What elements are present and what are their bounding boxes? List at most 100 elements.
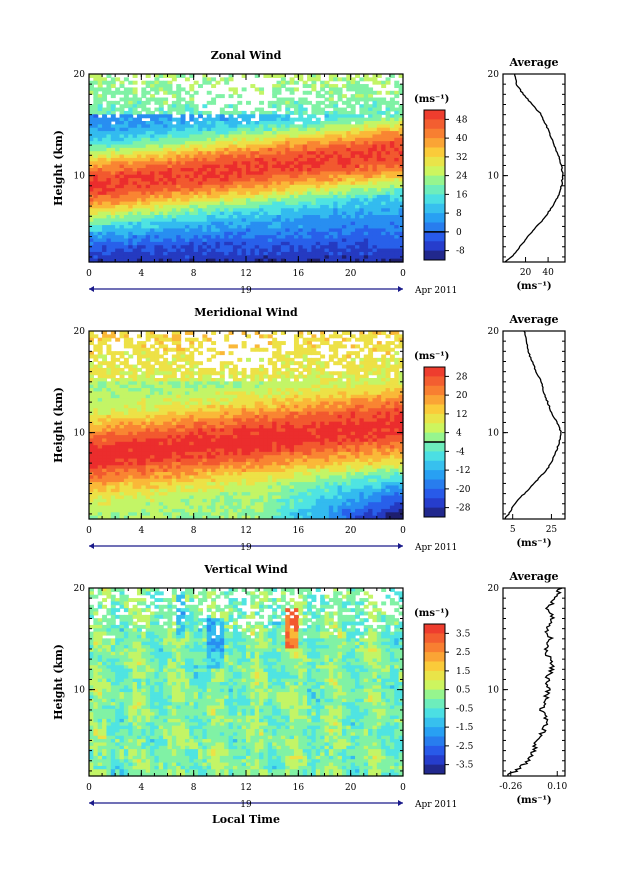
profile-line xyxy=(507,587,563,777)
y-axis-label: Height (km) xyxy=(52,387,65,463)
colorbar-tick-label: 28 xyxy=(456,372,468,382)
colorbar-band xyxy=(424,175,445,186)
x-tick-label: 20 xyxy=(345,269,357,279)
colorbar-tick-label: -12 xyxy=(456,466,471,476)
date-label: 19 xyxy=(240,286,252,296)
x-tick-label: 0 xyxy=(86,526,92,536)
x-tick-label: 16 xyxy=(293,783,305,793)
x-tick-label: 12 xyxy=(240,526,251,536)
average-profile: Average 10 20 -0.26 0.10 (ms⁻¹) xyxy=(488,570,568,806)
x-tick-label: 0 xyxy=(400,269,406,279)
colorbar-tick-label: 4 xyxy=(456,429,462,439)
colorbar-tick-label: 32 xyxy=(456,153,467,163)
colorbar-band xyxy=(424,442,445,452)
colorbar-band xyxy=(424,755,445,766)
colorbar-unit: (ms⁻¹) xyxy=(414,94,449,105)
colorbar-tick-label: 12 xyxy=(456,410,467,420)
colorbar-band xyxy=(424,376,445,387)
profile-title: Average xyxy=(508,313,558,326)
x-tick-label: 4 xyxy=(138,269,144,279)
heatmap-cells xyxy=(89,74,404,263)
colorbar-band xyxy=(424,241,445,252)
colorbar-band xyxy=(424,156,445,167)
colorbar-band xyxy=(424,119,445,130)
x-tick-label: 16 xyxy=(293,526,305,536)
y-tick-label: 20 xyxy=(74,584,86,594)
profile-line xyxy=(504,330,562,520)
x-tick-label: 4 xyxy=(138,783,144,793)
profile-x-tick-label: 40 xyxy=(542,268,554,278)
y-axis-label: Height (km) xyxy=(52,130,65,206)
profile-y-tick-label: 20 xyxy=(488,584,500,594)
colorbar-band xyxy=(424,250,445,261)
colorbar-band xyxy=(424,764,445,775)
colorbar-unit: (ms⁻¹) xyxy=(414,608,449,619)
x-tick-label: 0 xyxy=(86,269,92,279)
colorbar-band xyxy=(424,110,445,120)
colorbar-band xyxy=(424,395,445,405)
profile-y-tick-label: 20 xyxy=(488,327,500,337)
date-bar-start-arrow xyxy=(89,800,94,806)
date-bar-start-arrow xyxy=(89,286,94,292)
colorbar-band xyxy=(424,423,445,434)
colorbar-band xyxy=(424,451,445,462)
colorbar-band xyxy=(424,633,445,644)
profile-x-unit: (ms⁻¹) xyxy=(516,795,551,806)
colorbar-tick-label: 0.5 xyxy=(456,686,471,696)
profile-y-tick-label: 10 xyxy=(488,686,500,696)
average-profile: Average 10 20 5 25 (ms⁻¹) xyxy=(488,313,566,549)
average-profile: Average 10 20 20 40 (ms⁻¹) xyxy=(488,56,566,292)
chart-title: Meridional Wind xyxy=(194,306,298,319)
profile-title: Average xyxy=(508,570,558,583)
date-label: 19 xyxy=(240,800,252,810)
chart-panel-2: Meridional Wind 0 4 8 12 16 20 0 10 20 Height (km)… xyxy=(52,306,566,553)
date-label: 19 xyxy=(240,543,252,553)
profile-x-tick-label: -0.26 xyxy=(499,782,522,792)
profile-x-unit: (ms⁻¹) xyxy=(516,538,551,549)
profile-x-tick-label: 0.10 xyxy=(547,782,567,792)
colorbar-tick-label: 8 xyxy=(456,209,462,219)
colorbar-band xyxy=(424,404,445,415)
y-tick-label: 10 xyxy=(74,172,86,182)
colorbar-band xyxy=(424,222,445,233)
colorbar-band xyxy=(424,413,445,424)
colorbar-tick-label: -1.5 xyxy=(456,723,474,733)
colorbar-band xyxy=(424,498,445,509)
colorbar-band xyxy=(424,367,445,377)
colorbar-band xyxy=(424,128,445,139)
date-right-label: Apr 2011 xyxy=(414,800,457,810)
y-tick-label: 10 xyxy=(74,686,86,696)
colorbar-tick-label: -20 xyxy=(456,485,471,495)
colorbar-band xyxy=(424,460,445,471)
x-tick-label: 8 xyxy=(191,526,197,536)
colorbar-tick-label: 16 xyxy=(456,190,468,200)
colorbar-tick-label: 2.5 xyxy=(456,648,471,658)
colorbar-band xyxy=(424,717,445,728)
colorbar-tick-label: 1.5 xyxy=(456,667,471,677)
x-tick-label: 20 xyxy=(345,783,357,793)
colorbar-band xyxy=(424,745,445,756)
colorbar-tick-label: -4 xyxy=(456,447,465,457)
colorbar-band xyxy=(424,727,445,737)
colorbar-tick-label: -28 xyxy=(456,504,471,514)
x-tick-label: 8 xyxy=(191,783,197,793)
colorbar-tick-label: 40 xyxy=(456,134,468,144)
profile-y-tick-label: 10 xyxy=(488,429,500,439)
colorbar-band xyxy=(424,185,445,195)
colorbar-band xyxy=(424,699,445,709)
colorbar-band xyxy=(424,231,445,242)
chart-title: Vertical Wind xyxy=(203,563,288,576)
x-tick-label: 8 xyxy=(191,269,197,279)
date-bar-end-arrow xyxy=(398,543,403,549)
date-bar-end-arrow xyxy=(398,286,403,292)
x-tick-label: 0 xyxy=(86,783,92,793)
colorbar-tick-label: -3.5 xyxy=(456,761,474,771)
date-bar-start-arrow xyxy=(89,543,94,549)
colorbar-band xyxy=(424,689,445,700)
date-right-label: Apr 2011 xyxy=(414,543,457,553)
x-tick-label: 4 xyxy=(138,526,144,536)
profile-x-tick-label: 20 xyxy=(520,268,532,278)
colorbar: 3.5 2.5 1.5 0.5 -0.5 -1.5 -2.5 -3.5 (ms⁻¹) xyxy=(414,608,474,775)
x-tick-label: 20 xyxy=(345,526,357,536)
